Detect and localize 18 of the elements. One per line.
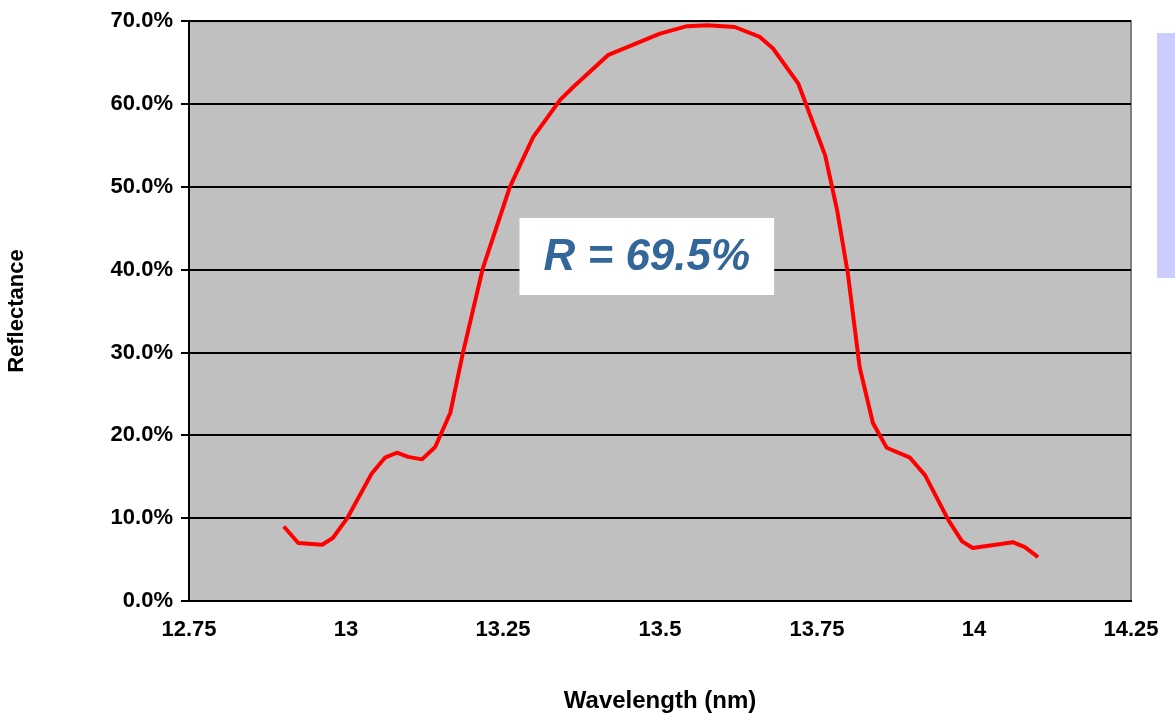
y-tick-label: 40.0% [110,255,173,281]
x-tick-label: 13.25 [475,616,531,642]
y-tick-label: 20.0% [110,421,173,447]
annotation: R = 69.5% [543,230,751,280]
y-tick-label: 10.0% [110,504,173,530]
x-tick-label: 13 [333,616,359,642]
y-tick-label: 50.0% [110,172,173,198]
y-tick-label: 30.0% [110,338,173,364]
x-tick-label: 12.75 [161,616,217,642]
x-tick-label: 13.75 [789,616,845,642]
y-axis-title: Reflectance [3,249,29,373]
y-tick-label: 60.0% [110,90,173,116]
x-tick-label: 14.25 [1103,616,1159,642]
x-tick-label: 13.5 [638,616,682,642]
x-tick-label: 14 [961,616,987,642]
y-tick-label: 70.0% [110,7,173,33]
y-tick-label: 0.0% [122,587,173,613]
x-axis-title: Wavelength (nm) [563,686,757,714]
